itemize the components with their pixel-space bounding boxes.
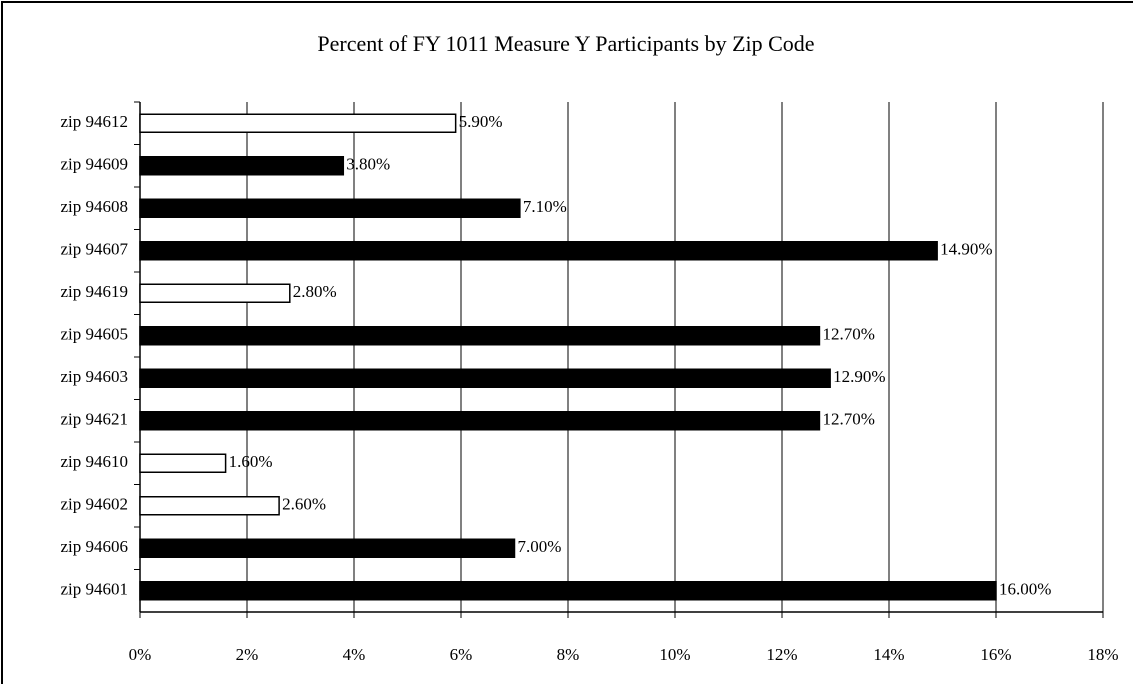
x-tick-label: 10% [659, 645, 690, 664]
value-label: 2.60% [282, 495, 326, 514]
value-label: 14.90% [940, 240, 992, 259]
x-tick-label: 4% [343, 645, 366, 664]
bar [139, 538, 516, 558]
value-label: 12.70% [822, 325, 874, 344]
y-tick-label: zip 94607 [60, 240, 128, 259]
y-tick-label: zip 94606 [60, 537, 128, 556]
y-tick-label: zip 94601 [60, 580, 128, 599]
x-tick-label: 2% [236, 645, 259, 664]
value-label: 7.00% [518, 537, 562, 556]
y-tick-label: zip 94612 [60, 112, 128, 131]
x-tick-label: 8% [557, 645, 580, 664]
value-label: 7.10% [523, 197, 567, 216]
x-tick-label: 6% [450, 645, 473, 664]
bar [139, 453, 227, 473]
value-label: 1.60% [229, 452, 273, 471]
bar [139, 113, 457, 133]
y-tick-label: zip 94602 [60, 495, 128, 514]
value-label: 12.70% [822, 410, 874, 429]
x-tick-label: 16% [980, 645, 1011, 664]
bar [139, 496, 280, 516]
value-label: 12.90% [833, 367, 885, 386]
bar [139, 283, 291, 303]
bar [139, 411, 821, 431]
y-tick-label: zip 94605 [60, 325, 128, 344]
y-tick-label: zip 94619 [60, 282, 128, 301]
x-tick-label: 12% [766, 645, 797, 664]
y-tick-label: zip 94608 [60, 197, 128, 216]
bar [139, 581, 997, 601]
y-tick-label: zip 94610 [60, 452, 128, 471]
value-label: 16.00% [999, 580, 1051, 599]
value-label: 2.80% [293, 282, 337, 301]
value-label: 3.80% [346, 155, 390, 174]
y-tick-label: zip 94609 [60, 155, 128, 174]
bar [139, 241, 938, 261]
bar [139, 156, 345, 176]
x-tick-label: 14% [873, 645, 904, 664]
bar [139, 198, 521, 218]
x-tick-label: 0% [129, 645, 152, 664]
y-tick-label: zip 94603 [60, 367, 128, 386]
x-tick-label: 18% [1087, 645, 1118, 664]
value-label: 5.90% [459, 112, 503, 131]
bar [139, 326, 821, 346]
y-tick-label: zip 94621 [60, 410, 128, 429]
chart-title: Percent of FY 1011 Measure Y Participant… [317, 31, 814, 56]
bar [139, 368, 831, 388]
